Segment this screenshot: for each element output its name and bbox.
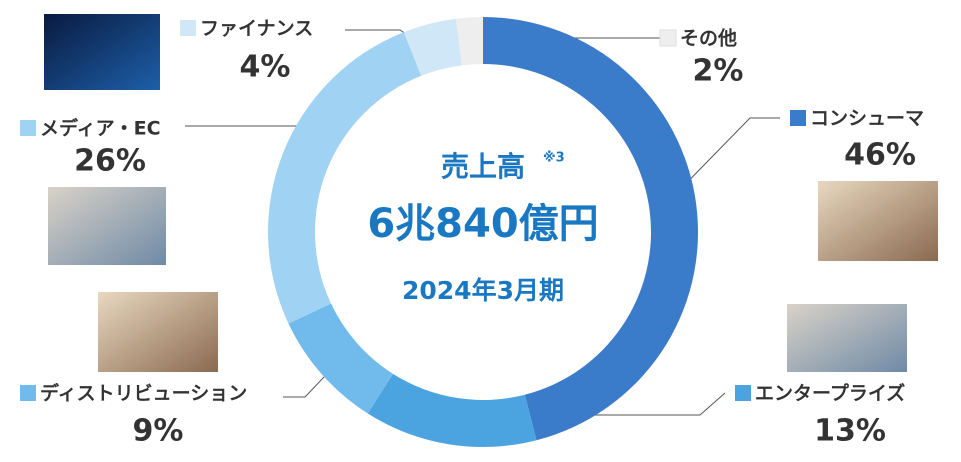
legend-label: エンタープライズ <box>755 382 905 405</box>
value-label: 46% <box>844 138 916 173</box>
legend-label: メディア・EC <box>40 117 161 140</box>
slice <box>367 373 537 448</box>
value-label: 13% <box>814 414 886 449</box>
center-value: 6兆840億円 <box>367 201 598 247</box>
slice <box>267 32 422 324</box>
slice <box>456 17 483 66</box>
value-label: 2% <box>693 54 744 89</box>
photo <box>98 292 218 372</box>
leader-line <box>664 117 780 206</box>
photo <box>44 14 160 90</box>
legend-swatch <box>180 20 196 36</box>
legend-label: コンシューマ <box>810 108 924 130</box>
value-label: 9% <box>133 414 184 449</box>
legend-swatch <box>20 385 36 401</box>
legend-swatch <box>659 29 677 47</box>
photo <box>787 304 907 372</box>
slice <box>403 18 462 76</box>
legend-label: ディストリビューション <box>40 382 247 405</box>
value-label: 26% <box>74 144 146 179</box>
photo <box>818 181 938 261</box>
legend-label: その他 <box>680 27 737 50</box>
center-period: 2024年3月期 <box>402 276 564 305</box>
photo <box>48 187 166 265</box>
slice <box>288 303 393 414</box>
slice <box>483 17 699 441</box>
value-label: 4% <box>240 50 291 85</box>
center-note: ※3 <box>543 151 565 166</box>
legend-swatch <box>735 385 751 401</box>
legend-swatch <box>790 110 806 126</box>
legend-label: ファイナンス <box>200 18 313 40</box>
center-title: 売上高 <box>441 150 525 183</box>
legend-swatch <box>20 120 36 136</box>
